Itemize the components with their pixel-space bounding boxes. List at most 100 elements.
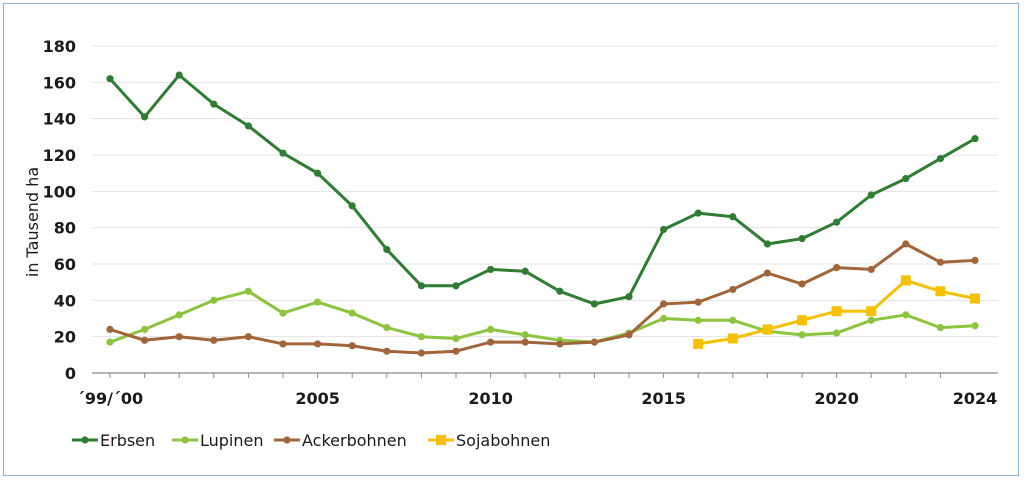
series-sojabohnen <box>693 275 980 349</box>
x-tick-label: 2010 <box>468 389 513 408</box>
data-point <box>348 309 356 317</box>
x-axis: ´99/´00 2005 2010 2015 2020 2024 <box>77 372 998 408</box>
data-point <box>866 306 877 317</box>
data-point <box>971 135 979 143</box>
data-point <box>936 258 945 266</box>
data-point <box>141 325 149 333</box>
x-tick-label: 2020 <box>814 389 859 408</box>
data-point <box>175 71 183 79</box>
data-point <box>417 349 425 357</box>
data-point <box>935 286 946 297</box>
data-point <box>348 202 356 210</box>
data-point <box>106 325 114 333</box>
data-point <box>417 282 425 290</box>
gridlines <box>92 45 998 338</box>
data-point <box>729 285 737 294</box>
x-tick-label: 2005 <box>295 389 340 408</box>
data-point <box>244 333 252 341</box>
data-point <box>383 347 391 355</box>
data-point <box>417 333 425 341</box>
data-point <box>936 155 945 163</box>
data-point <box>729 213 737 221</box>
legend-swatch-marker <box>81 436 89 444</box>
data-point <box>348 342 356 350</box>
data-point <box>210 336 218 344</box>
data-point <box>625 293 633 301</box>
data-point <box>694 209 702 217</box>
data-point <box>833 264 841 272</box>
data-point <box>141 113 149 121</box>
legend-label: Erbsen <box>100 431 155 450</box>
data-point <box>660 225 668 234</box>
data-point <box>936 323 945 332</box>
data-point <box>833 218 841 226</box>
legend-item-lupinen: Lupinen <box>172 431 264 450</box>
data-point <box>798 280 806 288</box>
data-point <box>763 240 772 248</box>
data-point <box>762 324 773 335</box>
data-point <box>833 329 841 337</box>
data-point <box>556 340 564 348</box>
data-point <box>729 316 737 324</box>
data-point <box>210 100 218 108</box>
data-point <box>141 336 149 344</box>
data-point <box>279 149 287 157</box>
data-point <box>900 275 911 286</box>
x-tick-label: ´99/´00 <box>77 389 143 408</box>
data-point <box>971 256 979 264</box>
data-point <box>902 240 910 248</box>
legend-swatch-marker <box>181 436 189 444</box>
series-line <box>108 73 976 306</box>
series-lines <box>106 71 980 357</box>
data-point <box>314 298 322 306</box>
data-point <box>175 311 183 319</box>
data-point <box>902 311 910 319</box>
data-point <box>175 333 183 341</box>
data-point <box>521 267 529 275</box>
series-lupinen <box>106 287 979 346</box>
data-point <box>798 331 806 339</box>
data-point <box>244 287 252 295</box>
y-tick-label: 20 <box>54 328 76 347</box>
data-point <box>590 338 599 346</box>
legend-label: Sojabohnen <box>456 431 550 450</box>
y-axis-ticks: 0 20 40 60 80 100 120 140 160 180 <box>43 37 76 383</box>
data-point <box>660 314 668 323</box>
data-point <box>971 322 979 330</box>
data-point <box>452 347 460 355</box>
data-point <box>314 340 322 348</box>
x-tick-label: 2015 <box>641 389 686 408</box>
data-point <box>727 333 738 344</box>
data-point <box>867 265 875 274</box>
x-tick-label: 2024 <box>953 389 998 408</box>
data-point <box>487 265 495 274</box>
data-point <box>383 245 391 254</box>
y-tick-label: 60 <box>54 255 76 274</box>
data-point <box>106 75 114 83</box>
data-point <box>693 338 704 349</box>
data-point <box>556 287 564 295</box>
legend-swatch-marker <box>283 436 291 444</box>
data-point <box>590 300 599 308</box>
series-erbsen <box>106 71 979 308</box>
legend-item-ackerbohnen: Ackerbohnen <box>274 431 407 450</box>
y-tick-label: 80 <box>54 219 76 238</box>
y-tick-label: 0 <box>65 364 76 383</box>
data-point <box>521 331 529 339</box>
data-point <box>797 315 807 326</box>
data-point <box>867 316 875 324</box>
data-point <box>970 293 980 304</box>
y-tick-label: 40 <box>54 291 76 310</box>
data-point <box>763 269 772 277</box>
legend-item-erbsen: Erbsen <box>72 431 155 450</box>
data-point <box>279 340 287 348</box>
data-point <box>106 338 114 346</box>
y-axis-label: in Tausend ha <box>23 167 42 277</box>
data-point <box>867 191 875 199</box>
legend-swatch-marker <box>436 435 446 445</box>
legend-label: Lupinen <box>200 431 264 450</box>
y-tick-label: 160 <box>43 73 76 92</box>
series-line <box>109 289 976 344</box>
y-tick-label: 180 <box>43 37 76 56</box>
